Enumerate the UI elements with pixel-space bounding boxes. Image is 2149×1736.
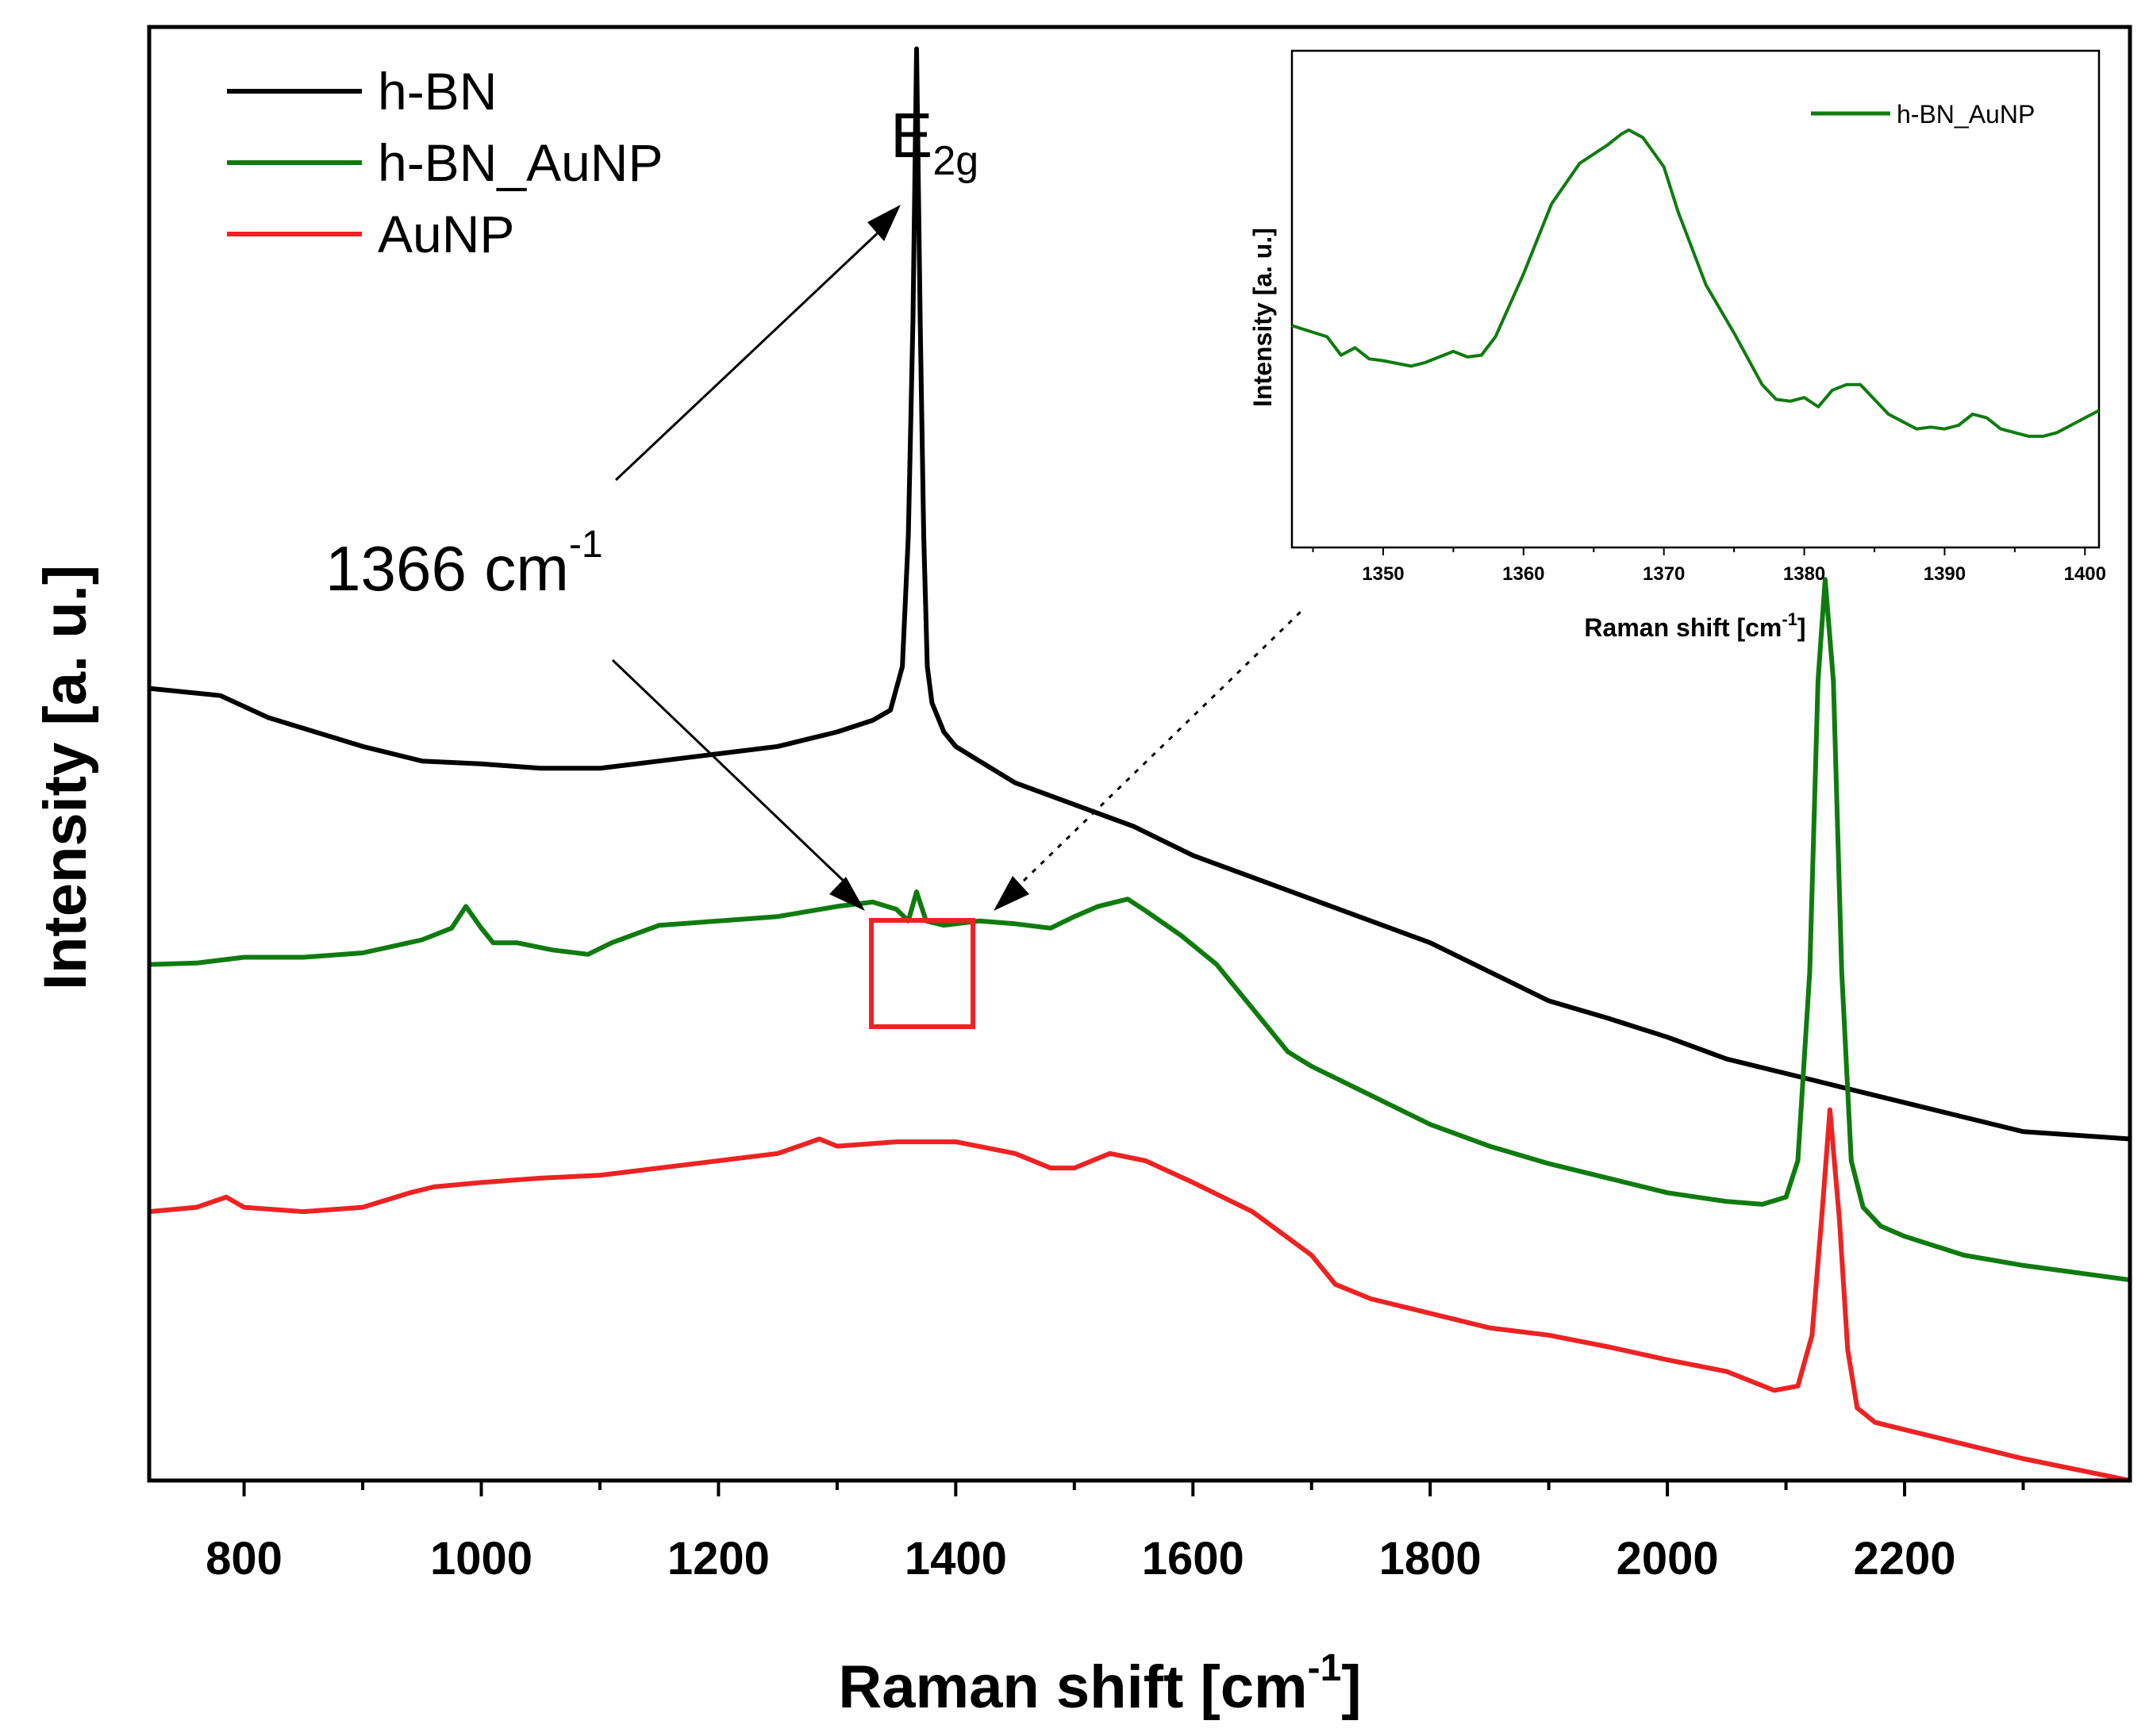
arrow-to-green-peak-head	[829, 877, 865, 911]
inset-x-tick-label: 1360	[1502, 563, 1544, 585]
y-axis-title: Intensity [a. u.]	[32, 565, 99, 990]
x-tick-label: 1800	[1379, 1533, 1482, 1584]
x-tick-label: 2200	[1854, 1533, 1956, 1584]
inset-x-tick-label: 1350	[1362, 563, 1404, 585]
legend-label-h-bn: h-BN	[378, 62, 497, 121]
inset-y-axis-title: Intensity [a. u.]	[1248, 228, 1277, 407]
x-tick-label: 2000	[1617, 1533, 1719, 1584]
inset-series-group	[1291, 128, 2100, 438]
inset-x-tick-label: 1380	[1783, 563, 1825, 585]
inset-plot-frame	[1290, 49, 2101, 549]
x-tick-label: 1000	[430, 1533, 532, 1584]
inset-plot: 1350 1360 1370 1380 1390 1400 h-BN_AuNP Raman…	[1248, 49, 2106, 642]
main-plot-frame	[147, 25, 2132, 1483]
peak-position-label-superscript: -1	[569, 524, 603, 566]
arrow-to-green-peak-line	[611, 659, 849, 886]
zoom-region-box	[869, 918, 975, 1029]
inset-x-ticks: 1350 1360 1370 1380 1390 1400	[1312, 547, 2106, 585]
legend: h-BN h-BN_AuNP AuNP	[227, 62, 663, 263]
series-line-h-bn	[148, 46, 2131, 1142]
inset-series-line-h-bn-aunp	[1291, 128, 2100, 438]
x-tick-label: 800	[206, 1533, 283, 1584]
main-plot: 800 1000 1200 1400 1600 1800 2000 2200	[147, 25, 2132, 1584]
inset-pointer-arrow-head	[994, 876, 1029, 911]
inset-x-axis-title-base: Raman shift [cm	[1584, 613, 1782, 642]
peak-position-label-base: 1366 cm	[325, 533, 569, 604]
e2g-label-base: E	[890, 100, 932, 171]
inset-dotted-connector	[1022, 609, 1303, 882]
main-series-group	[148, 46, 2131, 1483]
inset-x-tick-label: 1390	[1924, 563, 1966, 585]
x-tick-label: 1600	[1142, 1533, 1244, 1584]
x-axis-title-base: Raman shift [cm	[838, 1653, 1307, 1721]
series-line-aunp	[148, 1107, 2131, 1483]
x-tick-label: 1200	[667, 1533, 770, 1584]
inset-x-tick-label: 1370	[1643, 563, 1685, 585]
x-axis-title-superscript: -1	[1308, 1647, 1342, 1689]
series-line-h-bn-aunp	[148, 577, 2131, 1283]
peak-position-label: 1366 cm-1	[325, 524, 603, 604]
inset-legend-label: h-BN_AuNP	[1897, 100, 2035, 129]
e2g-label-subscript: 2g	[932, 138, 978, 184]
x-tick-label: 1400	[905, 1533, 1007, 1584]
inset-x-axis-title: Raman shift [cm-1]	[1584, 609, 1805, 642]
annotations: E2g 1366 cm-1	[325, 100, 1303, 1029]
x-axis-title-end: ]	[1341, 1653, 1361, 1721]
inset-x-axis-title-superscript: -1	[1782, 609, 1797, 629]
arrow-to-e2g-line	[614, 227, 884, 482]
arrow-to-e2g-head	[867, 205, 901, 241]
legend-label-h-bn-aunp: h-BN_AuNP	[378, 133, 663, 192]
inset-x-tick-label: 1400	[2064, 563, 2106, 585]
legend-label-aunp: AuNP	[378, 205, 514, 263]
e2g-label: E2g	[890, 100, 978, 184]
main-x-ticks: 800 1000 1200 1400 1600 1800 2000 2200	[206, 1481, 2025, 1584]
x-axis-title: Raman shift [cm-1]	[838, 1647, 1361, 1721]
inset-x-axis-title-end: ]	[1797, 613, 1806, 642]
